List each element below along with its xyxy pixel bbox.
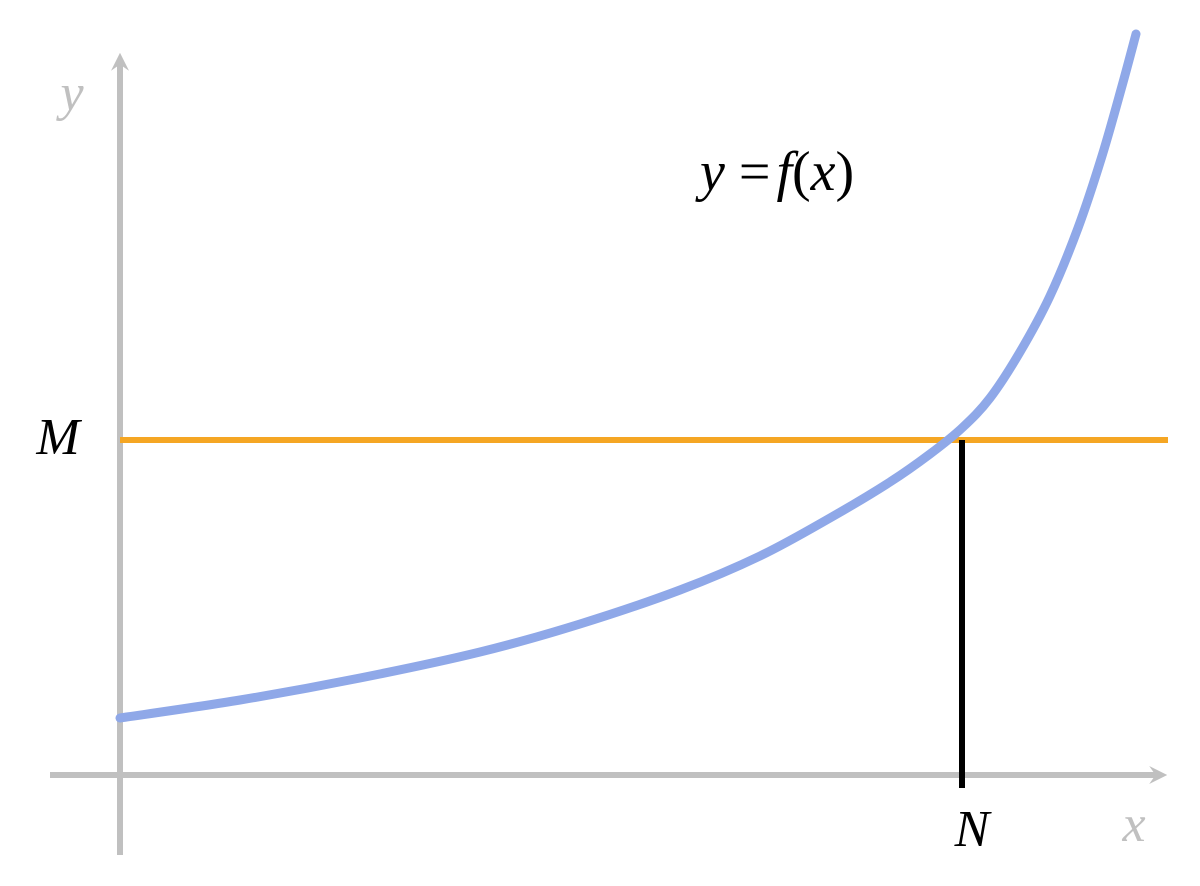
x-axis-label: x	[1121, 796, 1145, 853]
marker-label-N: N	[954, 801, 993, 858]
chart-container: yxMNy =f(x)	[0, 0, 1200, 886]
threshold-label-M: M	[35, 409, 82, 466]
chart-svg: yxMNy =f(x)	[0, 0, 1200, 886]
y-axis-label: y	[55, 65, 84, 122]
